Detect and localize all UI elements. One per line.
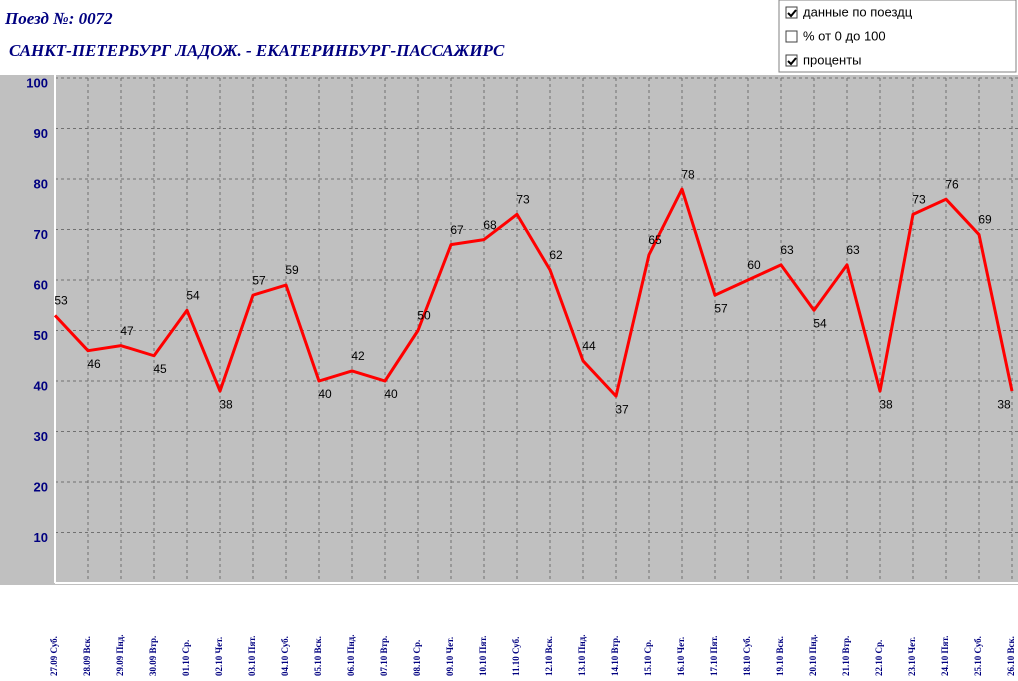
data-label: 38 <box>879 397 893 411</box>
data-label: 73 <box>912 193 926 207</box>
x-tick-label: 01.10 Ср. <box>181 640 191 676</box>
data-label: 54 <box>813 316 827 330</box>
data-label: 40 <box>318 387 332 401</box>
x-tick-label: 16.10 Чет. <box>676 637 686 676</box>
checkbox-label[interactable]: проценты <box>803 52 862 67</box>
data-label: 37 <box>615 402 629 416</box>
x-tick-label: 24.10 Пят. <box>940 636 950 676</box>
data-label: 57 <box>252 273 266 287</box>
data-label: 69 <box>978 213 992 227</box>
data-label: 50 <box>417 309 431 323</box>
data-label: 38 <box>997 397 1011 411</box>
data-label: 68 <box>483 218 497 232</box>
checkbox[interactable] <box>785 54 798 67</box>
line <box>53 187 1014 398</box>
x-tick-label: 23.10 Чет. <box>907 637 917 676</box>
y-tick-label: 70 <box>34 227 48 242</box>
x-tick-label: 05.10 Вск. <box>313 636 323 676</box>
x-tick-label: 14.10 Втр. <box>610 636 620 676</box>
y-tick-label: 10 <box>34 530 48 545</box>
data-label: 38 <box>219 397 233 411</box>
x-tick-label: 11.10 Суб. <box>511 637 521 676</box>
data-label: 78 <box>681 167 695 181</box>
x-tick-label: 09.10 Чет. <box>445 637 455 676</box>
x-tick-label: 08.10 Ср. <box>412 640 422 676</box>
data-label: 53 <box>54 294 68 308</box>
y-tick-label: 20 <box>34 479 48 494</box>
checkbox-label[interactable]: % от 0 до 100 <box>803 28 886 43</box>
y-tick-label: 30 <box>34 429 48 444</box>
y-tick-label: 50 <box>34 328 48 343</box>
y-tick-label: 60 <box>34 277 48 292</box>
x-tick-label: 03.10 Пят. <box>247 636 257 676</box>
x-tick-label: 07.10 Втр. <box>379 636 389 676</box>
x-tick-label: 22.10 Ср. <box>874 640 884 676</box>
x-tick-label: 27.09 Суб. <box>49 636 59 676</box>
x-tick-label: 04.10 Суб. <box>280 636 290 676</box>
chart-title: Поезд №: 0072 <box>4 9 113 28</box>
data-label: 63 <box>846 243 860 257</box>
data-label: 62 <box>549 248 563 262</box>
chart-subtitle: САНКТ-ПЕТЕРБУРГ ЛАДОЖ. - ЕКАТЕРИНБУРГ-ПА… <box>9 41 505 60</box>
x-tick-label: 06.10 Пнд. <box>346 635 356 677</box>
x-tick-label: 21.10 Втр. <box>841 636 851 676</box>
x-tick-label: 29.09 Пнд. <box>115 635 125 677</box>
data-label: 45 <box>153 362 167 376</box>
x-tick-label: 18.10 Суб. <box>742 636 752 676</box>
data-label: 67 <box>450 223 464 237</box>
x-tick-label: 20.10 Пнд. <box>808 635 818 677</box>
data-label: 40 <box>384 387 398 401</box>
y-tick-label: 90 <box>34 126 48 141</box>
x-tick-label: 15.10 Ср. <box>643 640 653 676</box>
data-label: 60 <box>747 258 761 272</box>
data-label: 42 <box>351 349 365 363</box>
data-label: 47 <box>120 324 134 338</box>
y-tick-label: 80 <box>34 176 48 191</box>
y-tick-label: 40 <box>34 378 48 393</box>
data-label: 63 <box>780 243 794 257</box>
data-label: 59 <box>285 263 299 277</box>
x-tick-label: 12.10 Вск. <box>544 636 554 676</box>
y-tick-label: 100 <box>26 75 48 90</box>
x-tick-label: 10.10 Пят. <box>478 636 488 676</box>
marks: 53 46 47 45 54 38 57 59 40 42 40 50 67 68 73 62 44 37 65 78… <box>53 167 1014 416</box>
data-label: 54 <box>186 288 200 302</box>
data-label: 65 <box>648 233 662 247</box>
data-label: 44 <box>582 339 596 353</box>
data-label: 76 <box>945 177 959 191</box>
x-tick-label: 19.10 Вск. <box>775 636 785 676</box>
x-tick-label: 25.10 Суб. <box>973 636 983 676</box>
data-label: 46 <box>87 357 101 371</box>
data-label: 73 <box>516 193 530 207</box>
x-tick-label: 17.10 Пят. <box>709 636 719 676</box>
x-tick-label: 02.10 Чет. <box>214 637 224 676</box>
x-tick-label: 30.09 Втр. <box>148 636 158 676</box>
checkmark <box>787 57 797 66</box>
x-tick-label: 26.10 Вск. <box>1006 636 1016 676</box>
grid <box>54 75 1018 584</box>
x-tick-label: 13.10 Пнд. <box>577 635 587 677</box>
checkmark <box>787 9 797 18</box>
data-label: 57 <box>714 301 728 315</box>
checkbox[interactable] <box>785 6 798 19</box>
checkbox-label[interactable]: данные по поездц <box>803 4 913 19</box>
checkbox[interactable] <box>785 30 798 43</box>
x-tick-label: 28.09 Вск. <box>82 636 92 676</box>
controls-panel <box>778 0 1017 73</box>
